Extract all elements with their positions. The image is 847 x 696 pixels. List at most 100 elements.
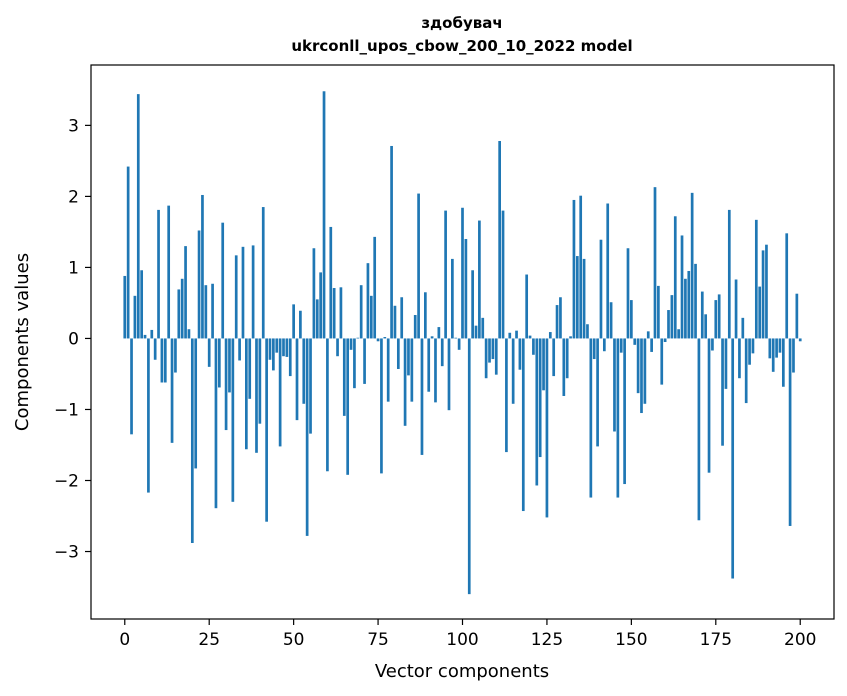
- bar-48: [285, 338, 289, 357]
- bar-69: [356, 337, 360, 339]
- bar-59: [322, 91, 326, 339]
- bar-87: [417, 193, 420, 339]
- bar-93: [437, 327, 441, 339]
- bar-60: [326, 338, 329, 472]
- bar-54: [305, 338, 309, 536]
- bar-3: [133, 295, 137, 339]
- bar-58: [319, 272, 322, 339]
- chart-subtitle: ukrconll_upos_cbow_200_10_2022 model: [291, 37, 632, 55]
- bar-195: [781, 338, 785, 387]
- bar-8: [150, 329, 154, 339]
- y-tick-label-4: 1: [68, 258, 79, 278]
- bar-21: [194, 338, 198, 469]
- bar-24: [204, 285, 208, 339]
- bar-149: [626, 248, 630, 339]
- x-tick-label-5: 125: [531, 630, 563, 650]
- bar-97: [451, 258, 454, 339]
- bar-131: [565, 338, 569, 379]
- x-tick-label-4: 100: [446, 630, 478, 650]
- bar-104: [474, 325, 478, 339]
- bar-140: [596, 338, 599, 447]
- bar-172: [704, 314, 708, 339]
- bar-199: [795, 293, 799, 339]
- bar-147: [619, 338, 623, 353]
- bar-71: [363, 338, 366, 384]
- bar-19: [187, 329, 191, 339]
- bar-109: [491, 338, 495, 360]
- bar-62: [332, 288, 336, 339]
- bar-43: [268, 338, 272, 360]
- y-tick-label-3: 0: [68, 329, 79, 349]
- bar-49: [288, 338, 292, 377]
- bar-100: [461, 207, 464, 339]
- bar-166: [684, 278, 687, 339]
- bar-74: [373, 236, 377, 339]
- bar-120: [528, 335, 532, 339]
- bar-180: [731, 338, 735, 579]
- bar-46: [278, 338, 282, 447]
- bar-33: [234, 255, 238, 339]
- bar-106: [481, 317, 485, 339]
- bar-110: [494, 338, 498, 375]
- bar-141: [599, 239, 603, 339]
- bar-200: [798, 338, 802, 342]
- bar-81: [396, 338, 400, 369]
- bar-187: [754, 219, 758, 339]
- bar-89: [424, 292, 427, 339]
- bar-9: [153, 338, 157, 360]
- bar-121: [532, 338, 535, 355]
- bar-156: [650, 338, 653, 352]
- bar-173: [707, 338, 711, 473]
- bar-53: [302, 338, 306, 404]
- bar-153: [640, 338, 643, 414]
- bar-168: [690, 192, 694, 339]
- bar-20: [190, 338, 194, 543]
- bar-128: [555, 305, 559, 339]
- bar-192: [771, 338, 775, 372]
- bar-61: [329, 226, 333, 339]
- bar-11: [160, 338, 164, 383]
- bar-55: [309, 338, 312, 434]
- bar-13: [167, 205, 171, 339]
- bar-83: [403, 338, 407, 426]
- bar-32: [231, 338, 235, 502]
- bar-12: [163, 338, 167, 383]
- bar-47: [282, 338, 285, 357]
- bar-174: [711, 338, 714, 351]
- bar-44: [272, 338, 275, 371]
- bar-171: [700, 291, 704, 339]
- bar-167: [687, 270, 691, 339]
- bar-105: [478, 220, 481, 339]
- bar-193: [775, 338, 778, 358]
- bar-118: [521, 338, 525, 512]
- bar-190: [765, 244, 768, 339]
- bar-176: [717, 294, 721, 339]
- bar-14: [170, 338, 174, 443]
- bar-67: [349, 338, 353, 350]
- bar-31: [228, 338, 231, 393]
- bar-75: [376, 338, 380, 342]
- bar-2: [130, 338, 133, 435]
- bar-146: [616, 338, 620, 498]
- bar-50: [292, 304, 295, 339]
- bar-191: [768, 338, 772, 359]
- bar-64: [339, 287, 343, 339]
- bar-112: [501, 210, 505, 339]
- bar-77: [383, 337, 387, 339]
- bar-70: [359, 285, 363, 339]
- bar-163: [673, 216, 677, 339]
- bar-159: [660, 338, 664, 385]
- bar-111: [498, 141, 501, 339]
- bar-102: [467, 338, 471, 595]
- bar-145: [613, 338, 616, 432]
- bar-90: [427, 338, 431, 392]
- bar-197: [788, 338, 792, 526]
- bar-98: [454, 337, 458, 339]
- bar-63: [336, 338, 339, 357]
- bar-137: [586, 324, 589, 339]
- bar-157: [653, 187, 657, 339]
- bar-57: [315, 299, 319, 339]
- bar-160: [663, 338, 667, 342]
- bar-26: [211, 283, 214, 339]
